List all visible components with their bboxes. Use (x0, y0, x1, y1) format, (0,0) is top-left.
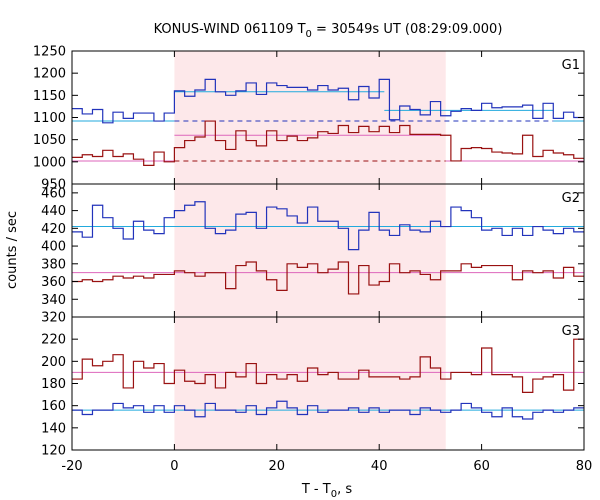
g3-ytick-label: 120 (41, 444, 66, 459)
text-layer: KONUS-WIND 061109 T0 = 30549s UT (08:29:… (5, 22, 592, 500)
xtick-label: 0 (170, 459, 178, 474)
g1-ytick-label: 1150 (33, 89, 66, 104)
g1-ytick-label: 1050 (33, 133, 66, 148)
g1-ytick-label: 1000 (33, 155, 66, 170)
g1-ytick-label: 1200 (33, 67, 66, 82)
title-rest: = 30549s UT (08:29:09.000) (312, 22, 502, 37)
g2-ytick-label: 440 (41, 204, 66, 219)
g3-panel-label: G3 (562, 324, 580, 339)
xtick-label: -20 (61, 459, 82, 474)
xlabel-subscript: 0 (331, 489, 337, 500)
g3-ytick-label: 180 (41, 377, 66, 392)
g2-series-1 (72, 261, 584, 295)
g2-panel-label: G2 (562, 191, 580, 206)
xlabel-main: T - T (301, 482, 331, 497)
highlight-interval (174, 51, 446, 450)
g3-ytick-label: 140 (41, 421, 66, 436)
highlight-layer (174, 51, 446, 450)
g1-ytick-label: 1100 (33, 111, 66, 126)
g2-ytick-label: 360 (41, 275, 66, 290)
g2-ytick-label: 320 (41, 311, 66, 326)
title-subscript: 0 (306, 29, 312, 40)
g3-ytick-label: 200 (41, 355, 66, 370)
g3-series-0 (72, 400, 584, 420)
g2-ytick-label: 340 (41, 293, 66, 308)
xlabel-rest: , s (337, 482, 352, 497)
data-layer (72, 78, 584, 420)
g2-series-0 (72, 201, 584, 251)
g1-series-0 (72, 78, 584, 124)
g2-ytick-label: 400 (41, 240, 66, 255)
g2-ytick-label: 460 (41, 186, 66, 201)
g3-series-1 (72, 338, 584, 393)
g1-panel-label: G1 (562, 58, 580, 73)
xtick-label: 80 (576, 459, 593, 474)
x-axis-title: T - T0, s (301, 482, 352, 500)
y-axis-title: counts / sec (5, 211, 20, 289)
g1-ytick-label: 1250 (33, 45, 66, 60)
xtick-label: 20 (269, 459, 286, 474)
title-main: KONUS-WIND 061109 T (154, 22, 306, 37)
xtick-label: 40 (371, 459, 388, 474)
g3-ytick-label: 220 (41, 333, 66, 348)
g2-ytick-label: 380 (41, 257, 66, 272)
g3-ytick-label: 160 (41, 399, 66, 414)
g2-ytick-label: 420 (41, 222, 66, 237)
g1-series-1 (72, 120, 584, 166)
frame-layer (71, 50, 585, 451)
chart-title: KONUS-WIND 061109 T0 = 30549s UT (08:29:… (154, 22, 503, 40)
xtick-label: 60 (473, 459, 490, 474)
g1-ytick-label: 950 (41, 178, 66, 193)
